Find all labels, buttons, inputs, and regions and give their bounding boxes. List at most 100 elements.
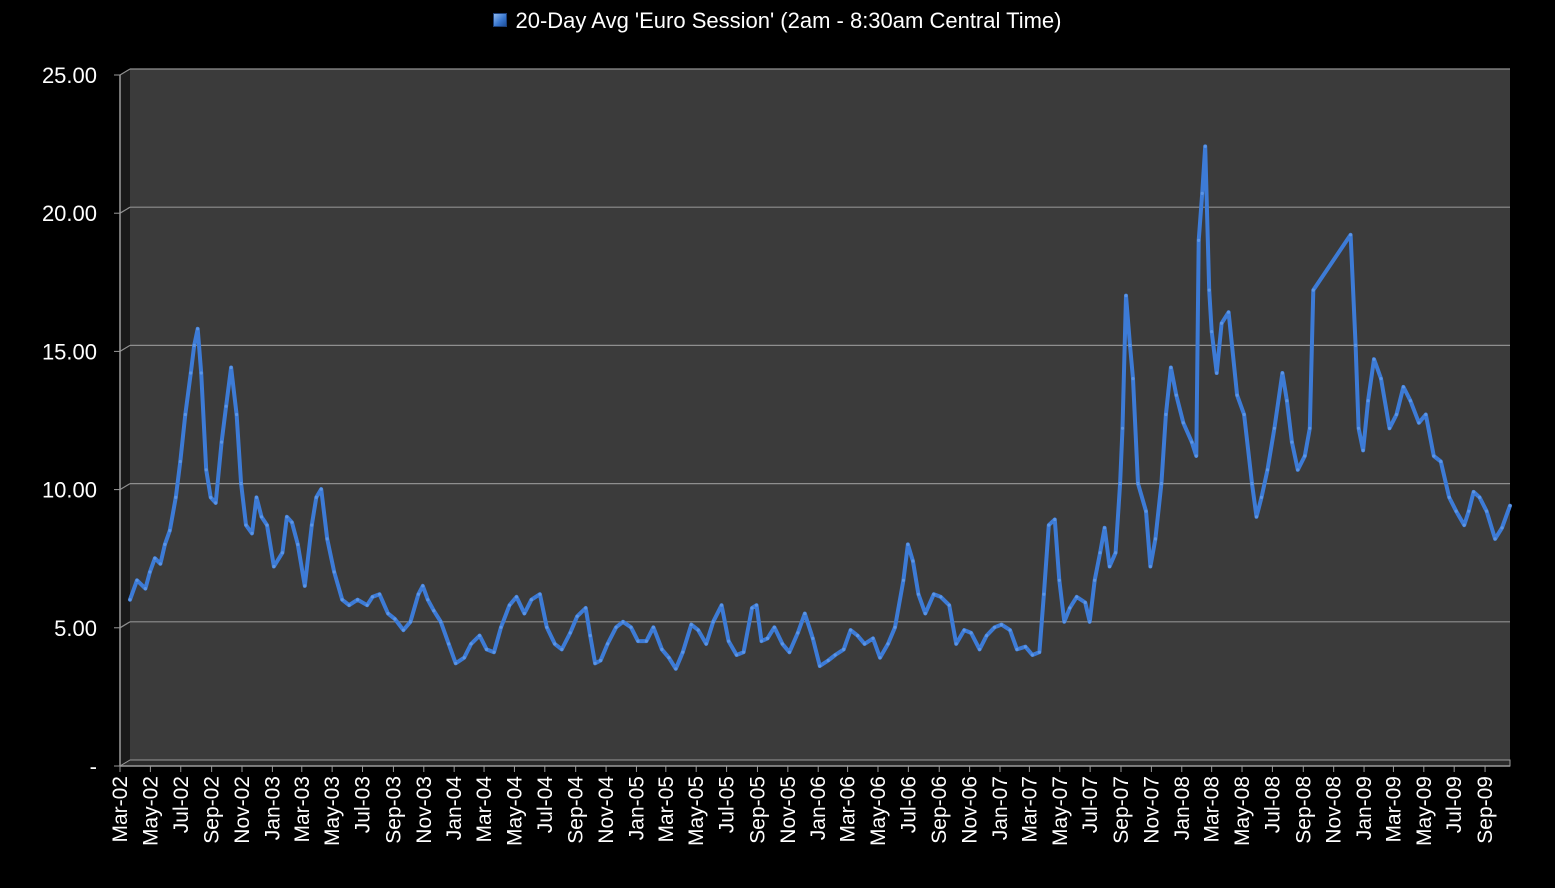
series-point: [209, 495, 213, 499]
series-point: [1254, 515, 1259, 519]
x-tick-label: Mar-08: [1201, 776, 1224, 843]
series-point: [735, 653, 739, 657]
x-tick-label: Nov-02: [231, 776, 254, 844]
x-tick-label: Jan-05: [625, 776, 648, 840]
series-point: [239, 482, 243, 486]
plot-area: [130, 69, 1510, 760]
y-tick-label: 10.00: [42, 478, 97, 503]
series-point: [1088, 620, 1092, 624]
series-point: [1290, 440, 1294, 444]
series-point: [1432, 454, 1436, 458]
x-tick-label: May-09: [1413, 776, 1436, 846]
series-point: [229, 365, 233, 370]
series-point: [1015, 647, 1019, 652]
series-point: [507, 603, 512, 607]
series-point: [575, 614, 579, 618]
series-point: [1108, 564, 1112, 569]
series-point: [408, 620, 412, 624]
series-point: [1220, 321, 1224, 325]
series-point: [999, 623, 1004, 627]
series-point: [803, 611, 807, 616]
series-point: [340, 598, 344, 602]
series-point: [1083, 600, 1087, 605]
series-point: [667, 656, 671, 660]
series-point: [325, 537, 329, 541]
series-point: [614, 625, 618, 629]
series-point: [1030, 653, 1034, 657]
x-tick-label: Nov-07: [1140, 776, 1163, 844]
x-tick-label: Sep-05: [746, 776, 769, 844]
series-point: [478, 634, 482, 638]
gridlines: [119, 68, 1510, 629]
series-point: [250, 531, 254, 536]
series-point: [651, 625, 656, 629]
series-point: [560, 647, 564, 652]
series-point: [1114, 551, 1118, 555]
series-point: [1174, 393, 1178, 397]
series-point: [842, 647, 846, 652]
y-axis-ticks: - 5.00 10.00 15.00 20.00 25.00: [42, 63, 120, 779]
series-point: [1439, 459, 1443, 464]
series-point: [347, 603, 351, 607]
series-point: [1164, 412, 1168, 417]
x-axis-ticks: Mar-02 May-02 Jul-02 Sep-02 Nov-02 Jan-03 Mar-…: [109, 766, 1497, 846]
series-point: [235, 412, 239, 417]
series-point: [826, 658, 830, 663]
series-point: [499, 625, 503, 629]
series-point: [1408, 399, 1412, 403]
series-point: [1462, 523, 1466, 527]
series-point: [163, 542, 167, 547]
y-tick-label: 5.00: [54, 616, 97, 641]
series-point: [401, 628, 405, 632]
series-point: [1372, 357, 1376, 361]
series-point: [314, 495, 318, 499]
x-tick-label: Nov-08: [1323, 776, 1346, 844]
series-point: [1197, 238, 1201, 242]
series-point: [204, 468, 208, 472]
x-tick-label: Jan-08: [1171, 776, 1194, 840]
series-point: [911, 559, 915, 563]
series-point: [285, 515, 289, 519]
x-tick-label: Jul-04: [534, 776, 557, 834]
series-point: [969, 631, 973, 635]
x-tick-label: Jan-03: [261, 776, 284, 840]
x-tick-label: Jul-08: [1261, 776, 1284, 833]
series-point: [1379, 377, 1383, 381]
series-point: [244, 523, 248, 527]
series-point: [529, 598, 534, 602]
series-point: [224, 404, 228, 408]
series-point: [1357, 426, 1361, 430]
series-point: [462, 656, 466, 660]
series-point: [787, 650, 792, 654]
series-point: [1148, 564, 1152, 569]
x-tick-label: Nov-04: [595, 776, 618, 844]
x-tick-label: Sep-02: [201, 776, 224, 844]
legend-swatch-icon: [493, 13, 508, 27]
x-tick-label: Sep-04: [565, 776, 588, 844]
x-tick-label: Mar-02: [109, 776, 132, 843]
x-tick-label: Mar-05: [655, 776, 678, 843]
series-point: [386, 611, 390, 616]
x-tick-label: Nov-06: [959, 776, 982, 844]
series-point: [1124, 294, 1128, 298]
series-point: [1387, 426, 1392, 430]
series-point: [1361, 448, 1365, 452]
x-tick-label: Sep-07: [1110, 776, 1133, 844]
series-point: [1296, 468, 1300, 472]
plot-side-wall: [120, 69, 130, 766]
series-point: [1478, 495, 1482, 499]
x-tick-label: Nov-03: [413, 776, 436, 844]
series-point: [584, 606, 588, 610]
series-point: [1093, 578, 1097, 582]
series-point: [538, 592, 542, 596]
series-point: [606, 642, 610, 646]
x-tick-label: Sep-09: [1474, 776, 1497, 844]
series-point: [1485, 509, 1489, 513]
series-point: [545, 625, 549, 629]
x-tick-label: Nov-05: [777, 776, 800, 844]
series-point: [1265, 468, 1270, 472]
series-point: [1169, 365, 1173, 370]
x-tick-label: Mar-04: [473, 776, 496, 843]
